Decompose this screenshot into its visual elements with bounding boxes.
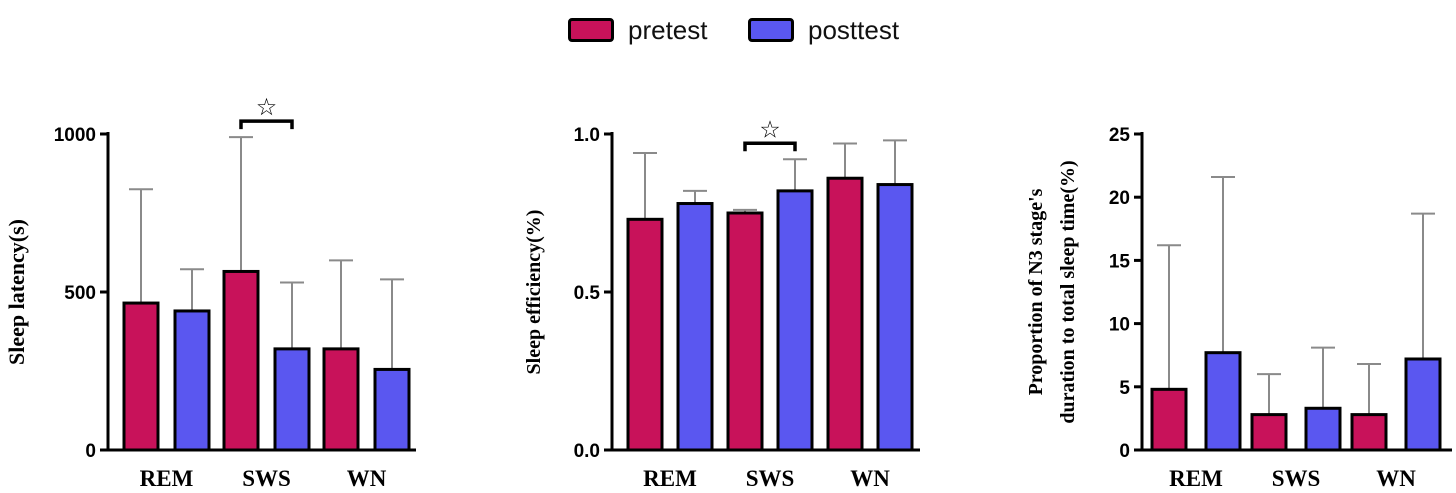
legend-item-posttest: posttest	[748, 8, 899, 52]
y-axis-label: Proportion of N3 stage's	[1025, 188, 1047, 395]
legend-label-pretest: pretest	[628, 14, 708, 45]
bar-pretest-wn	[826, 176, 864, 452]
bar-posttest-wn	[1404, 357, 1442, 452]
legend-swatch-pretest	[568, 18, 614, 42]
y-tick-label: 500	[64, 283, 96, 304]
significance-star-icon: ☆	[256, 93, 278, 121]
bar-pretest-sws	[726, 211, 764, 452]
bar-pretest-rem	[122, 301, 160, 452]
x-tick-label: SWS	[746, 466, 795, 491]
y-axis-label: Sleep efficiency(%)	[523, 210, 545, 375]
x-tick-label: WN	[347, 466, 387, 491]
x-tick-label: WN	[850, 466, 890, 491]
y-tick-label: 0	[1119, 441, 1130, 462]
bar-posttest-rem	[676, 202, 714, 452]
bar-posttest-wn	[876, 183, 914, 452]
y-tick-label: 1000	[54, 125, 96, 146]
y-axis-label: Sleep latency(s)	[4, 219, 29, 365]
x-tick-label: REM	[1169, 466, 1223, 491]
bar-posttest-sws	[776, 189, 814, 452]
significance-bracket	[239, 119, 294, 130]
y-tick-label: 5	[1119, 378, 1130, 399]
bar-pretest-rem	[1150, 387, 1188, 452]
y-tick-label: 0	[85, 441, 96, 462]
bar-pretest-rem	[626, 217, 664, 452]
x-tick-label: SWS	[1272, 466, 1321, 491]
significance-star-icon: ☆	[759, 115, 781, 143]
x-tick-label: REM	[140, 466, 194, 491]
bar-posttest-rem	[1204, 351, 1242, 452]
bar-posttest-sws	[1304, 406, 1342, 452]
bar-pretest-wn	[1350, 413, 1388, 452]
y-tick-label: 0.5	[574, 283, 601, 304]
bar-pretest-wn	[322, 347, 360, 452]
bar-posttest-sws	[273, 347, 311, 452]
y-tick-label: 0.0	[574, 441, 600, 462]
bar-posttest-wn	[373, 367, 411, 452]
legend-item-pretest: pretest	[568, 8, 708, 52]
y-tick-label: 10	[1109, 315, 1130, 336]
y-tick-label: 25	[1109, 125, 1131, 146]
bar-pretest-sws	[222, 269, 260, 452]
y-axis-label: duration to total sleep time(%)	[1057, 160, 1079, 423]
chart-sleep-efficiency: 0.0 0.5 1.0 Sleep efficiency(%) REM SWS WN ☆	[523, 115, 920, 491]
bar-posttest-rem	[173, 309, 211, 452]
chart-n3-proportion: 0 5 10 15 20 25 Proportion of N3 stage's durati…	[1025, 125, 1452, 491]
bar-pretest-sws	[1250, 413, 1288, 452]
y-tick-label: 1.0	[574, 125, 600, 146]
significance-bracket	[743, 141, 797, 152]
y-tick-label: 15	[1109, 251, 1131, 272]
x-tick-label: REM	[643, 466, 697, 491]
legend-swatch-posttest	[748, 18, 794, 42]
legend-label-posttest: posttest	[808, 14, 900, 45]
chart-sleep-latency: 0 500 1000 Sleep latency(s) REM SWS WN ☆	[4, 93, 416, 491]
y-tick-label: 20	[1109, 188, 1130, 209]
x-tick-label: WN	[1376, 466, 1416, 491]
legend: pretest posttest	[560, 8, 920, 52]
x-tick-label: SWS	[242, 466, 291, 491]
